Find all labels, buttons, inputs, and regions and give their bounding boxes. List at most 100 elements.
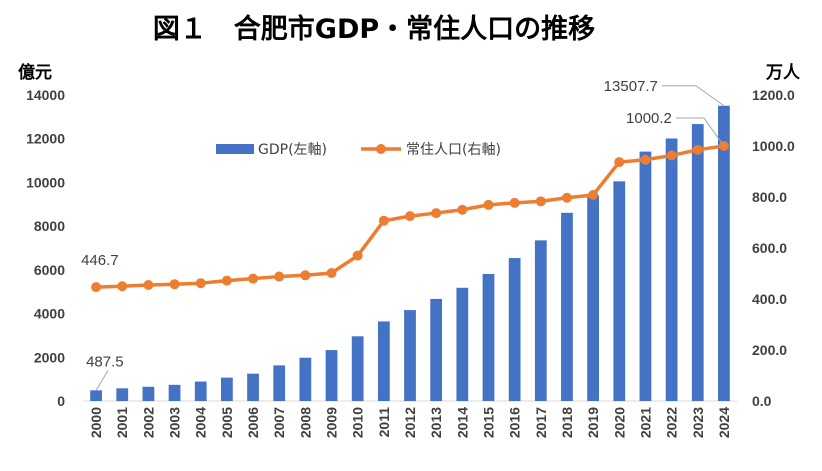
- x-tick-label: 2001: [114, 407, 130, 438]
- x-tick-label: 2014: [454, 407, 470, 438]
- left-tick-label: 14000: [26, 87, 65, 103]
- population-point: [640, 154, 651, 165]
- x-tick-label: 2021: [637, 407, 653, 438]
- legend-gdp-swatch: [216, 144, 254, 154]
- gdp-bar: [665, 138, 678, 401]
- population-point: [352, 250, 363, 261]
- gdp-bar: [142, 386, 155, 401]
- gdp-bar: [194, 381, 207, 401]
- x-tick-label: 2020: [611, 407, 627, 438]
- gdp-bar: [404, 310, 416, 401]
- gdp-bar: [430, 298, 443, 401]
- x-tick-label: 2015: [480, 407, 496, 438]
- population-point: [457, 204, 468, 215]
- annotation-first-gdp: 487.5: [86, 353, 124, 370]
- annotation-leader: [661, 85, 725, 107]
- population-point: [614, 157, 625, 168]
- left-tick-label: 2000: [34, 349, 65, 365]
- gdp-bar: [613, 181, 626, 401]
- annotation-leader: [95, 370, 109, 391]
- x-tick-label: 2018: [559, 407, 575, 438]
- gdp-bar: [534, 240, 547, 401]
- left-tick-label: 6000: [34, 262, 65, 278]
- gdp-bar: [718, 105, 730, 402]
- population-point: [326, 267, 337, 278]
- left-axis-unit: 億元: [18, 62, 52, 83]
- population-point: [535, 196, 546, 207]
- right-axis-unit: 万人: [765, 63, 801, 83]
- x-tick-label: 2009: [324, 407, 340, 438]
- x-tick-label: 2013: [428, 407, 444, 438]
- right-tick-label: 0.0: [752, 393, 772, 409]
- population-point: [378, 215, 389, 226]
- population-point: [483, 199, 494, 210]
- gdp-bar: [456, 287, 469, 401]
- population-point: [509, 197, 520, 208]
- x-tick-label: 2017: [533, 407, 549, 438]
- population-point: [169, 279, 180, 290]
- x-tick-label: 2019: [585, 407, 601, 438]
- annotation-last-population: 1000.2: [626, 110, 672, 127]
- legend-population-label: 常住人口(右軸): [406, 142, 501, 158]
- gdp-bar: [377, 321, 390, 401]
- right-tick-label: 600.0: [752, 240, 787, 256]
- x-tick-label: 2006: [245, 407, 261, 438]
- right-tick-label: 800.0: [752, 189, 787, 205]
- x-tick-label: 2024: [716, 407, 732, 438]
- gdp-bar: [482, 274, 495, 401]
- gdp-bar: [220, 377, 233, 401]
- left-tick-label: 12000: [26, 131, 65, 147]
- population-point: [666, 150, 677, 161]
- x-tick-label: 2023: [690, 407, 706, 438]
- x-tick-label: 2004: [193, 407, 209, 438]
- right-tick-label: 1200.0: [752, 87, 795, 103]
- annotation-leader: [675, 117, 725, 147]
- gdp-bar: [351, 336, 364, 401]
- population-point: [561, 192, 572, 203]
- x-tick-label: 2011: [376, 407, 392, 438]
- population-point: [117, 281, 128, 292]
- gdp-bar: [168, 384, 181, 401]
- x-tick-label: 2000: [88, 407, 104, 438]
- population-point: [274, 271, 285, 282]
- x-tick-label: 2003: [167, 407, 183, 438]
- gdp-bar: [299, 357, 312, 401]
- right-tick-label: 200.0: [752, 342, 787, 358]
- left-tick-label: 10000: [26, 174, 65, 190]
- x-tick-label: 2005: [219, 407, 235, 438]
- x-tick-label: 2002: [140, 407, 156, 438]
- right-tick-label: 1000.0: [752, 138, 795, 154]
- gdp-bar: [116, 388, 129, 401]
- population-point: [588, 189, 599, 200]
- x-tick-label: 2008: [297, 407, 313, 438]
- x-tick-label: 2012: [402, 407, 418, 438]
- right-tick-label: 400.0: [752, 291, 787, 307]
- population-point: [692, 144, 703, 155]
- gdp-bar: [247, 373, 259, 401]
- annotation-last-gdp: 13507.7: [604, 78, 658, 95]
- gdp-bar: [561, 212, 573, 401]
- x-tick-label: 2016: [507, 407, 523, 438]
- gdp-bar: [325, 350, 338, 401]
- population-point: [143, 279, 154, 290]
- x-tick-label: 2007: [271, 407, 287, 438]
- population-point: [248, 273, 259, 284]
- legend-population-marker: [376, 144, 386, 154]
- x-tick-label: 2022: [664, 407, 680, 438]
- chart-title: 図１ 合肥市GDP・常住人口の推移: [153, 13, 595, 45]
- gdp-bar: [273, 365, 286, 401]
- population-point: [300, 270, 311, 281]
- gdp-bar: [508, 258, 521, 401]
- left-tick-label: 4000: [34, 306, 65, 322]
- legend-gdp-label: GDP(左軸): [258, 142, 327, 158]
- annotation-first-population: 446.7: [81, 252, 119, 269]
- left-tick-label: 8000: [34, 218, 65, 234]
- x-tick-label: 2010: [350, 407, 366, 438]
- gdp-bar: [691, 124, 704, 401]
- population-point: [405, 211, 415, 222]
- population-point: [195, 278, 206, 289]
- gdp-bar: [587, 195, 600, 401]
- gdp-bar: [90, 390, 102, 401]
